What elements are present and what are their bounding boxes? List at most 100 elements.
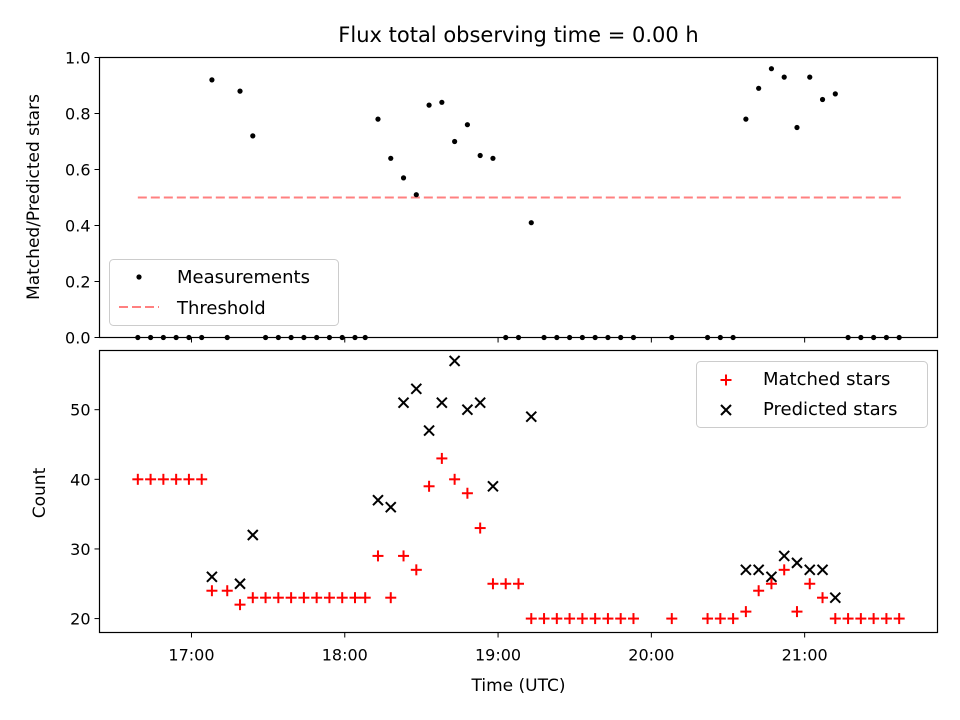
measurement-point <box>375 116 381 122</box>
measurement-point <box>400 175 407 181</box>
ratio-legend: Measurements Threshold <box>109 259 339 326</box>
matched-star-point <box>487 578 499 590</box>
count-ytick-label: 20 <box>70 610 90 629</box>
count-xlabel: Time (UTC) <box>471 676 566 696</box>
matched-star-point <box>410 564 422 576</box>
measurement-point <box>237 88 243 94</box>
matched-star-point <box>500 578 512 590</box>
matched-star-point <box>880 613 892 625</box>
measurement-point <box>426 102 432 108</box>
matched-star-point <box>323 592 335 604</box>
matched-star-point <box>196 473 208 485</box>
matched-star-point <box>714 613 726 625</box>
predicted-star-point <box>410 383 423 395</box>
matched-star-point <box>576 613 588 625</box>
matched-star-point <box>778 564 790 576</box>
measurement-point <box>209 77 215 83</box>
matched-star-point <box>538 613 550 625</box>
predicted-star-point <box>765 571 778 583</box>
matched-star-point <box>589 613 601 625</box>
measurement-point <box>781 74 787 80</box>
count-ytick-label: 40 <box>70 470 90 489</box>
matched-star-point <box>349 592 361 604</box>
measurement-point <box>807 74 813 80</box>
matched-star-point <box>893 613 905 625</box>
matched-star-point <box>157 473 169 485</box>
matched-star-point <box>702 613 714 625</box>
measurement-point <box>832 91 838 97</box>
matched-star-point <box>311 592 323 604</box>
count-xtick-label: 18:00 <box>322 646 368 665</box>
count-xtick-label: 19:00 <box>475 646 521 665</box>
matched-star-point <box>868 613 880 625</box>
predicted-star-point <box>448 355 461 367</box>
matched-star-point <box>449 473 461 485</box>
measurement-point <box>794 124 800 131</box>
count-plot: 20 30 40 50 17:00 18:00 19:00 20:00 21:00 Count… <box>30 349 939 696</box>
matched-star-point <box>423 480 435 492</box>
measurement-point <box>819 96 826 103</box>
ratio-ylabel: Matched/Predicted stars <box>24 94 44 300</box>
matched-star-point <box>551 613 563 625</box>
matched-star-point <box>132 473 144 485</box>
legend-matched-glyph <box>720 374 732 386</box>
matched-star-point <box>474 522 486 534</box>
matched-star-point <box>260 592 272 604</box>
predicted-star-point <box>474 397 486 409</box>
legend-predicted-marker <box>720 404 732 416</box>
matched-star-point <box>385 592 397 604</box>
predicted-star-point <box>740 564 752 576</box>
measurement-point <box>452 138 458 145</box>
matched-star-point <box>513 578 524 590</box>
count-xtick-label: 20:00 <box>628 646 674 665</box>
matched-star-point <box>206 585 218 597</box>
legend-matched-marker <box>720 374 732 386</box>
legend-predicted-glyph <box>720 404 732 416</box>
count-ytick-label: 50 <box>70 401 90 420</box>
measurement-point <box>439 99 445 105</box>
predicted-star-point <box>525 410 537 423</box>
matched-star-point <box>842 613 854 625</box>
matched-star-point <box>221 585 233 597</box>
predicted-star-point <box>397 397 410 409</box>
measurement-point <box>477 152 483 159</box>
predicted-star-point <box>372 494 384 506</box>
measurement-point <box>528 220 534 226</box>
matched-star-point <box>817 592 829 604</box>
matched-star-point <box>525 613 537 625</box>
count-legend: Matched stars Predicted stars <box>696 361 928 428</box>
measurement-point <box>490 155 496 161</box>
ratio-ytick-label: 0.6 <box>65 161 90 180</box>
matched-star-point <box>436 452 448 464</box>
matched-star-point <box>272 592 284 604</box>
chart-title: Flux total observing time = 0.00 h <box>338 23 698 47</box>
predicted-star-point <box>436 397 448 409</box>
count-ytick-label: 30 <box>70 540 90 559</box>
matched-star-point <box>791 606 803 618</box>
matched-star-point <box>804 578 816 590</box>
ratio-ytick-label: 0.8 <box>65 105 90 124</box>
predicted-star-point <box>791 557 803 569</box>
matched-star-point <box>398 550 410 562</box>
measurement-point <box>413 192 419 198</box>
measurement-point <box>756 85 762 91</box>
ratio-ytick-label: 0.0 <box>65 329 90 348</box>
predicted-star-point <box>778 550 790 562</box>
legend-matched-label: Matched stars <box>763 369 890 390</box>
ratio-ytick-label: 0.2 <box>65 273 90 292</box>
predicted-star-point <box>829 591 842 604</box>
matched-star-point <box>234 599 246 611</box>
matched-star-point <box>170 473 182 485</box>
matched-star-point <box>627 613 639 625</box>
matched-star-point <box>855 613 867 625</box>
measurement-point <box>768 66 775 72</box>
predicted-star-point <box>206 571 218 583</box>
matched-star-point <box>727 613 739 625</box>
ratio-ytick-label: 0.4 <box>65 217 90 236</box>
matched-star-point <box>145 473 157 485</box>
predicted-star-point <box>487 480 499 492</box>
matched-star-point <box>829 613 841 625</box>
measurement-point <box>388 155 394 161</box>
count-ylabel: Count <box>30 467 50 518</box>
